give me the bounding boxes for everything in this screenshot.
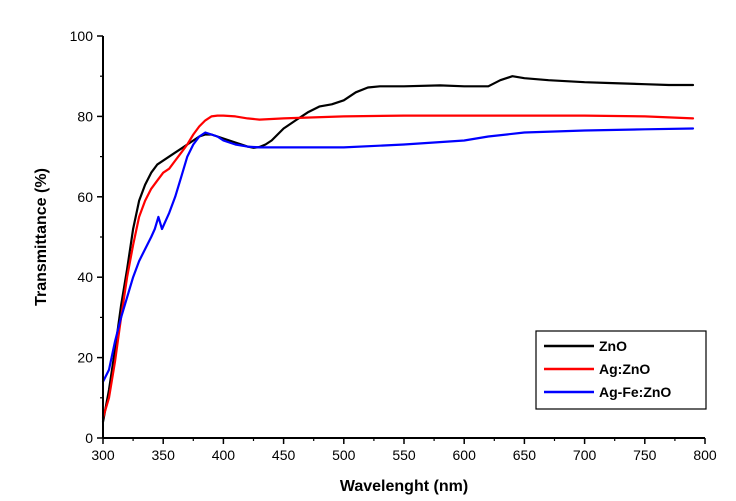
y-tick-label: 60	[77, 189, 93, 205]
series-line	[101, 114, 695, 419]
x-tick-label: 800	[693, 447, 717, 463]
series-line	[101, 127, 695, 383]
legend-label: ZnO	[599, 338, 627, 354]
y-tick-label: 80	[77, 108, 93, 124]
y-tick-label: 100	[70, 28, 94, 44]
x-ticks: 300 350 400 450 500 550 600 650 700 750 800	[91, 438, 717, 463]
x-tick-label: 600	[453, 447, 477, 463]
plot-lines	[101, 75, 695, 423]
legend-label: Ag:ZnO	[599, 361, 650, 377]
x-tick-label: 300	[91, 447, 115, 463]
y-tick-label: 40	[77, 269, 93, 285]
x-tick-label: 650	[513, 447, 537, 463]
legend-items: ZnO Ag:ZnO Ag-Fe:ZnO	[544, 338, 671, 400]
legend: ZnO Ag:ZnO Ag-Fe:ZnO	[535, 330, 707, 410]
y-axis-title: Transmittance (%)	[33, 168, 50, 306]
x-tick-label: 450	[272, 447, 296, 463]
legend-label: Ag-Fe:ZnO	[599, 384, 671, 400]
x-tick-label: 350	[152, 447, 176, 463]
y-tick-label: 0	[85, 430, 93, 446]
x-tick-label: 500	[332, 447, 356, 463]
y-tick-label: 20	[77, 350, 93, 366]
x-tick-label: 750	[633, 447, 657, 463]
x-tick-label: 400	[212, 447, 236, 463]
x-axis-title: Wavelenght (nm)	[340, 478, 468, 495]
x-tick-label: 700	[573, 447, 597, 463]
x-tick-label: 550	[392, 447, 416, 463]
y-ticks: 0 20 40 60 80 100	[70, 28, 103, 446]
